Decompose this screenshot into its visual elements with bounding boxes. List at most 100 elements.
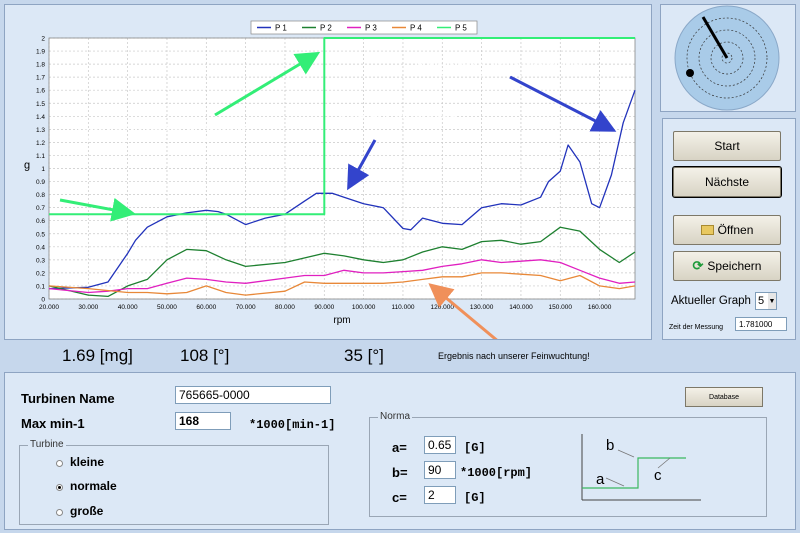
series-line-p4 bbox=[48, 272, 636, 296]
norma-b-unit: *1000[rpm] bbox=[460, 466, 533, 480]
turbine-name-input[interactable] bbox=[175, 386, 331, 404]
save-button[interactable]: ⟳ Speichern bbox=[673, 251, 781, 281]
polar-vector bbox=[701, 16, 729, 59]
x-tick-label: 20.000 bbox=[39, 304, 59, 311]
radio-kleine[interactable] bbox=[56, 460, 63, 467]
x-axis-label: rpm bbox=[333, 315, 350, 326]
save-label: Speichern bbox=[707, 259, 762, 273]
readout-mg: 1.69 [mg] bbox=[62, 346, 133, 365]
legend-entry: P 2 bbox=[320, 24, 332, 33]
y-tick-label: 0.5 bbox=[36, 231, 45, 238]
turbine-size-group: Turbine kleine normale große bbox=[19, 439, 329, 525]
norma-diagram-c: c bbox=[654, 467, 662, 484]
x-tick-label: 120.000 bbox=[431, 304, 455, 311]
annotation-tolerance-l2: noch problemlos vertretbar wäre. bbox=[417, 68, 549, 78]
x-tick-label: 40.000 bbox=[118, 304, 138, 311]
series-line-p1 bbox=[48, 89, 636, 290]
y-tick-label: 1.5 bbox=[36, 101, 45, 108]
turbine-settings-panel: Turbinen Name Max min-1 *1000[min-1] Dat… bbox=[4, 372, 796, 530]
graph-select[interactable]: 5 ▼ bbox=[755, 292, 777, 310]
y-tick-label: 0 bbox=[41, 297, 45, 304]
y-tick-label: 0.2 bbox=[36, 270, 45, 277]
legend: P 1 P 2 P 3 P 4 P 5 bbox=[250, 20, 478, 35]
norma-legend: Norma bbox=[378, 411, 413, 422]
y-tick-label: 0.8 bbox=[36, 192, 45, 199]
x-tick-label: 110.000 bbox=[391, 304, 414, 311]
readout-angle-2: 35 [°] bbox=[344, 346, 384, 365]
database-button[interactable]: Database bbox=[685, 387, 763, 407]
open-label: Öffnen bbox=[717, 223, 754, 237]
norma-diagram-a: a bbox=[596, 471, 605, 488]
polar-display bbox=[674, 5, 780, 111]
y-tick-label: 1.8 bbox=[36, 62, 45, 69]
norma-c-input[interactable] bbox=[424, 486, 456, 504]
radio-grosse[interactable] bbox=[56, 509, 63, 516]
chevron-down-icon: ▼ bbox=[768, 293, 776, 309]
turbine-size-legend: Turbine bbox=[28, 439, 66, 450]
series-line-p2 bbox=[48, 226, 636, 298]
refresh-icon: ⟳ bbox=[692, 258, 704, 273]
control-panel: Start Nächste Öffnen ⟳ Speichern Aktuell… bbox=[662, 118, 796, 340]
series-lines bbox=[48, 37, 636, 298]
norma-c-label: c= bbox=[392, 490, 407, 505]
norma-diagram-b: b bbox=[606, 437, 614, 454]
graph-select-value: 5 bbox=[758, 295, 765, 307]
annotation-first-run: Kurve des 1. Wuchtvorgangs bbox=[341, 111, 457, 121]
annotation-fine-balancing: Ergebnis nach unserer Feinwuchtung! bbox=[438, 351, 590, 361]
legend-box bbox=[250, 20, 478, 35]
chart-panel: 0 0.1 0.2 0.3 0.4 0.5 0.6 0.7 0.8 0.9 1 1.1 1.2 1.3 1.… bbox=[4, 4, 652, 340]
arrow-blue-1 bbox=[347, 139, 377, 191]
radio-normale-label: normale bbox=[70, 479, 117, 493]
y-tick-label: 1.6 bbox=[36, 88, 45, 95]
open-button[interactable]: Öffnen bbox=[673, 215, 781, 245]
y-tick-label: 0.4 bbox=[36, 244, 45, 251]
x-tick-label: 60.000 bbox=[196, 304, 216, 311]
annotation-range-l1: Vom Hersteller vorgegebener Bereich für … bbox=[69, 123, 247, 133]
norma-a-input[interactable] bbox=[424, 436, 456, 454]
x-tick-label: 30.000 bbox=[78, 304, 98, 311]
y-tick-label: 1.2 bbox=[36, 140, 45, 147]
max-rpm-unit: *1000[min-1] bbox=[249, 418, 336, 432]
grid bbox=[48, 37, 636, 300]
folder-icon bbox=[700, 225, 714, 235]
norma-c-unit: [G] bbox=[464, 491, 486, 505]
y-tick-label: 1 bbox=[41, 166, 45, 173]
y-tick-label: 0.1 bbox=[36, 283, 45, 290]
annotation-tolerance-l1: Unwucht, welche nach Herstellervorgaben bbox=[417, 57, 586, 67]
measure-time-field[interactable] bbox=[735, 317, 787, 331]
polar-display-panel bbox=[660, 4, 796, 112]
norma-diagram: b a c bbox=[581, 434, 701, 501]
next-button[interactable]: Nächste bbox=[672, 166, 782, 198]
legend-entry: P 5 bbox=[455, 24, 467, 33]
x-tick-label: 90.000 bbox=[314, 304, 334, 311]
radio-normale[interactable] bbox=[56, 484, 63, 491]
start-button[interactable]: Start bbox=[673, 131, 781, 161]
legend-entry: P 3 bbox=[365, 24, 377, 33]
series-line-p3 bbox=[48, 259, 636, 294]
database-label: Database bbox=[709, 393, 739, 401]
radio-grosse-label: große bbox=[70, 504, 104, 518]
arrow-green-2 bbox=[214, 51, 321, 117]
x-tick-label: 100.000 bbox=[352, 304, 376, 311]
arrow-blue-2 bbox=[509, 75, 617, 132]
norma-a-label: a= bbox=[392, 440, 407, 455]
y-tick-label: 0.9 bbox=[36, 179, 45, 186]
norma-b-input[interactable] bbox=[424, 461, 456, 479]
polar-point bbox=[686, 69, 694, 77]
turbine-name-label: Turbinen Name bbox=[21, 391, 115, 406]
max-rpm-input[interactable] bbox=[175, 412, 231, 430]
series-line-p5 bbox=[49, 37, 635, 216]
norma-group: Norma a= [G] b= *1000[rpm] c= [G] b a c bbox=[369, 411, 767, 517]
x-tick-label: 130.000 bbox=[470, 304, 494, 311]
x-tick-label: 160.000 bbox=[588, 304, 612, 311]
readout-angle-1: 108 [°] bbox=[180, 346, 230, 365]
next-label: Nächste bbox=[704, 175, 750, 189]
legend-entry: P 1 bbox=[275, 24, 287, 33]
balancing-chart: 0 0.1 0.2 0.3 0.4 0.5 0.6 0.7 0.8 0.9 1 1.1 1.2 1.3 1.… bbox=[24, 20, 636, 339]
x-tick-label: 50.000 bbox=[157, 304, 177, 311]
x-tick-label: 70.000 bbox=[236, 304, 256, 311]
x-tick-label: 140.000 bbox=[509, 304, 533, 311]
annotation-range-l2: Wucht-Kurve, welche für den Betrieb reic… bbox=[69, 134, 277, 144]
legend-entry: P 4 bbox=[410, 24, 422, 33]
y-axis-label: g bbox=[24, 160, 30, 172]
